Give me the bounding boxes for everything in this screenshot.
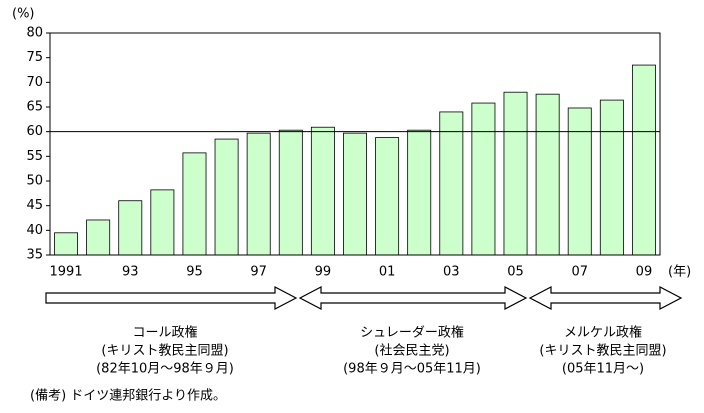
x-tick-label: 09 <box>636 265 653 280</box>
x-tick-label: 03 <box>443 265 460 280</box>
bar <box>214 138 239 256</box>
y-tick-label: 45 <box>26 198 43 213</box>
x-tick-label: 97 <box>250 265 267 280</box>
x-axis-label: (年) <box>668 265 691 280</box>
period-label: (キリスト教民主同盟) <box>539 343 666 359</box>
period-label: コール政権 <box>132 325 197 341</box>
bar <box>567 107 592 256</box>
y-tick-label: 80 <box>26 26 43 41</box>
note: (備考) ドイツ連邦銀行より作成。 <box>30 388 226 404</box>
y-tick-label: 70 <box>26 75 43 90</box>
bar <box>503 91 528 256</box>
bar <box>310 126 335 256</box>
x-tick-label: 01 <box>379 265 396 280</box>
bar <box>343 132 367 256</box>
bar <box>599 99 624 256</box>
period-label: (82年10月～98年９月) <box>96 362 234 377</box>
period-arrow <box>45 286 298 310</box>
period-arrow <box>528 286 683 310</box>
period-label: (社会民主党) <box>374 343 449 359</box>
x-tick-label: 99 <box>315 265 332 280</box>
bar <box>407 129 432 256</box>
bar <box>375 137 400 256</box>
y-axis-label: (%) <box>12 7 35 22</box>
bar <box>631 64 656 256</box>
x-tick-label: 93 <box>122 265 139 280</box>
period-arrow <box>298 286 528 310</box>
bar <box>278 129 303 256</box>
period-label: (05年11月～) <box>562 362 644 377</box>
bar <box>535 93 560 256</box>
x-tick-label: 07 <box>571 265 588 280</box>
x-tick-label: 05 <box>507 265 524 280</box>
x-tick-label: 1991 <box>50 265 83 280</box>
y-tick-label: 35 <box>26 248 43 263</box>
bar <box>182 152 207 256</box>
y-tick-label: 55 <box>26 149 43 164</box>
bar <box>54 232 79 256</box>
bar <box>246 132 271 256</box>
y-tick-label: 65 <box>26 100 43 115</box>
bar <box>150 189 175 256</box>
bar <box>118 200 143 256</box>
y-tick-label: 40 <box>26 223 43 238</box>
y-tick-label: 50 <box>26 174 43 189</box>
period-label: (98年９月～05年11月) <box>343 362 481 377</box>
bar <box>471 102 496 256</box>
period-label: (キリスト教民主同盟) <box>101 343 228 359</box>
period-label: シュレーダー政権 <box>360 325 464 341</box>
y-tick-label: 60 <box>26 124 43 139</box>
period-label: メルケル政権 <box>564 325 642 341</box>
y-tick-label: 75 <box>26 50 43 65</box>
x-tick-label: 95 <box>186 265 203 280</box>
bar <box>86 219 111 256</box>
bar <box>439 111 464 256</box>
plot-frame <box>49 32 661 256</box>
